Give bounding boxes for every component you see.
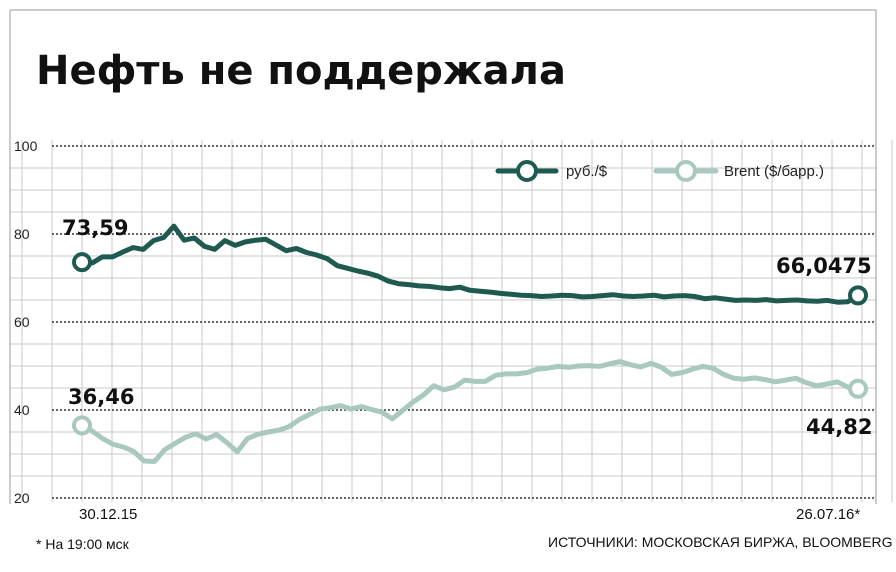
legend-marker-rub [516,160,538,182]
brent-end-marker [848,378,868,399]
brent-start-label: 36,46 [68,385,134,409]
y-tick-label: 100 [14,138,38,154]
series-line-brent [79,359,861,464]
rub-start-marker [72,252,92,273]
x-end-label: 26.07.16* [796,506,860,523]
rub-start-label: 73,59 [62,216,128,240]
y-tick-label: 80 [14,226,30,242]
legend-marker-brent [675,160,697,182]
sources: ИСТОЧНИКИ: МОСКОВСКАЯ БИРЖА, BLOOMBERG [548,534,892,550]
brent-start-marker [72,415,92,436]
rub-end-marker [848,285,868,306]
grid-horizontal [9,140,877,504]
series-line-rub [79,223,861,305]
legend-label-brent: Brent ($/барр.) [724,163,824,180]
footnote: * На 19:00 мск [36,536,130,552]
series-layer [72,223,868,464]
brent-end-label: 44,82 [806,415,872,439]
y-tick-label: 60 [14,314,30,330]
y-axis-ticks: 100 80 60 40 20 [14,138,38,506]
page-title: Нефть не поддержала [36,48,566,94]
x-start-label: 30.12.15 [79,506,137,523]
y-tick-label: 40 [14,402,30,418]
legend-label-rub: руб./$ [566,163,608,180]
legend: руб./$ Brent ($/барр.) [495,160,824,182]
y-tick-label: 20 [14,490,30,506]
rub-end-label: 66,0475 [776,254,872,278]
